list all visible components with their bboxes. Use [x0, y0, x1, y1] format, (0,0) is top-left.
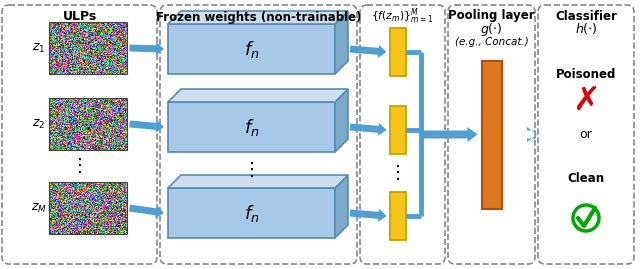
Polygon shape: [335, 11, 348, 74]
Text: Classifier: Classifier: [555, 9, 617, 23]
Text: $f_n$: $f_n$: [244, 116, 259, 137]
Text: Clean: Clean: [568, 172, 605, 185]
FancyArrow shape: [527, 127, 537, 142]
Text: $g(\cdot)$: $g(\cdot)$: [480, 20, 503, 37]
FancyArrow shape: [420, 127, 477, 142]
Text: $z_M$: $z_M$: [31, 201, 47, 215]
FancyBboxPatch shape: [481, 61, 502, 208]
Text: $h(\cdot)$: $h(\cdot)$: [575, 22, 597, 37]
FancyArrow shape: [349, 209, 387, 222]
Polygon shape: [168, 102, 335, 152]
Text: Pooling layer: Pooling layer: [448, 9, 535, 23]
Polygon shape: [168, 188, 335, 238]
FancyBboxPatch shape: [390, 192, 406, 240]
Text: ⋮: ⋮: [70, 157, 88, 175]
Text: $f_n$: $f_n$: [244, 203, 259, 224]
Text: ULPs: ULPs: [62, 10, 97, 23]
Polygon shape: [335, 175, 348, 238]
Polygon shape: [168, 11, 348, 24]
FancyBboxPatch shape: [390, 28, 406, 76]
Text: ⋮: ⋮: [243, 161, 260, 179]
Polygon shape: [168, 89, 348, 102]
FancyArrow shape: [129, 204, 164, 218]
Text: (e.g., Concat.): (e.g., Concat.): [454, 37, 529, 47]
Polygon shape: [168, 24, 335, 74]
FancyArrow shape: [349, 45, 387, 58]
Text: $z_2$: $z_2$: [32, 118, 45, 130]
Text: ✗: ✗: [572, 83, 600, 116]
Text: or: or: [580, 128, 593, 141]
FancyArrow shape: [129, 120, 164, 133]
FancyArrow shape: [349, 123, 387, 136]
Text: $z_1$: $z_1$: [32, 41, 45, 55]
Text: $f_n$: $f_n$: [244, 38, 259, 59]
FancyBboxPatch shape: [390, 106, 406, 154]
Text: Frozen weights (non-trainable): Frozen weights (non-trainable): [156, 10, 361, 23]
Text: Poisoned: Poisoned: [556, 69, 616, 82]
Text: $\{f(z_m)\}_{m=1}^{M}$: $\{f(z_m)\}_{m=1}^{M}$: [371, 6, 434, 26]
Text: ⋮: ⋮: [388, 164, 406, 182]
FancyArrow shape: [129, 42, 164, 55]
Polygon shape: [335, 89, 348, 152]
Polygon shape: [168, 175, 348, 188]
